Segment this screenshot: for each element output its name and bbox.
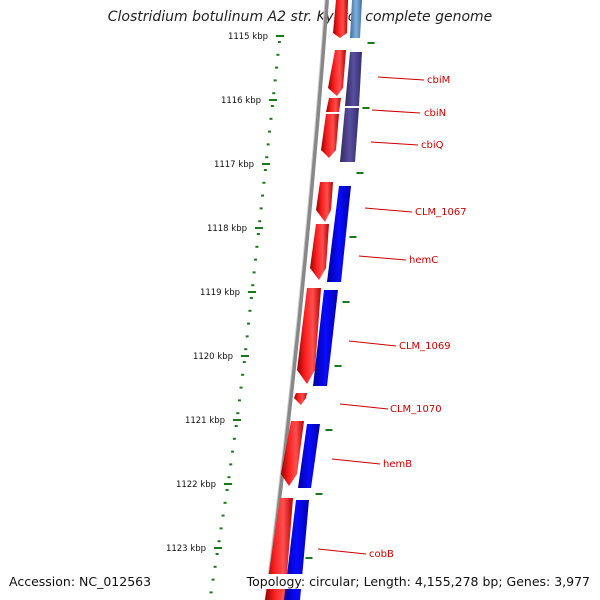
gene-labels: cbiM cbiN cbiQ CLM_1067 hemC CLM_1069 CLM_1070… — [317, 75, 467, 560]
reverse-cds-track — [284, 0, 362, 600]
forward-cds — [310, 224, 329, 280]
ruler-tick-label: 1117 kbp — [214, 160, 254, 170]
forward-cds — [281, 421, 304, 486]
gene-label: CLM_1069 — [399, 341, 451, 352]
gene-label: CLM_1070 — [390, 404, 442, 415]
forward-cds — [297, 288, 321, 384]
gene-leader-line — [339, 403, 389, 410]
forward-cds — [321, 114, 339, 158]
ruler-tick-label: 1118 kbp — [207, 224, 247, 234]
reverse-cds — [350, 0, 362, 38]
gene-leader-line — [364, 207, 413, 213]
ruler-tick-label: 1119 kbp — [200, 288, 240, 298]
ruler-tick-label: 1115 kbp — [228, 32, 268, 42]
gene-leader-line — [370, 141, 419, 146]
gene-label: cbiM — [427, 75, 450, 86]
outer-ticks — [305, 42, 375, 559]
ruler-tick-label: 1122 kbp — [176, 480, 216, 490]
reverse-cds — [327, 186, 351, 282]
gene-leader-line — [317, 548, 367, 555]
forward-cds — [326, 98, 341, 112]
genome-backbone-highlight — [264, 0, 326, 600]
gene-label: CLM_1067 — [415, 207, 467, 218]
map-title: Clostridium botulinum A2 str. Kyoto, com… — [107, 9, 493, 25]
ruler-dots — [209, 41, 281, 594]
topology-text: Topology: circular; Length: 4,155,278 bp… — [244, 574, 590, 589]
gene-leader-line — [377, 76, 425, 81]
gene-leader-line — [348, 340, 397, 347]
ruler: 1115 kbp 1116 kbp 1117 kbp 1118 kbp 1119 kbp… — [166, 32, 284, 554]
ruler-tick-label: 1123 kbp — [166, 544, 206, 554]
gene-label: hemC — [409, 255, 438, 266]
forward-cds — [328, 50, 346, 96]
reverse-cds — [340, 108, 359, 162]
forward-cds — [316, 182, 333, 222]
forward-cds — [333, 0, 348, 38]
gene-leader-line — [358, 255, 407, 261]
forward-cds — [294, 393, 307, 405]
gene-label: hemB — [383, 459, 412, 470]
ruler-tick-label: 1116 kbp — [221, 96, 261, 106]
genome-backbone — [265, 0, 329, 600]
gene-label: cbiN — [424, 108, 446, 119]
gene-leader-line — [331, 458, 381, 465]
reverse-cds — [345, 52, 362, 106]
gene-label: cbiQ — [421, 140, 444, 151]
ruler-tick-label: 1121 kbp — [185, 416, 225, 426]
accession-text: Accession: NC_012563 — [9, 574, 152, 589]
gene-leader-line — [371, 109, 421, 114]
reverse-cds — [313, 290, 338, 386]
ruler-tick-label: 1120 kbp — [193, 352, 233, 362]
reverse-cds — [298, 424, 320, 488]
gene-label: cobB — [369, 549, 394, 560]
